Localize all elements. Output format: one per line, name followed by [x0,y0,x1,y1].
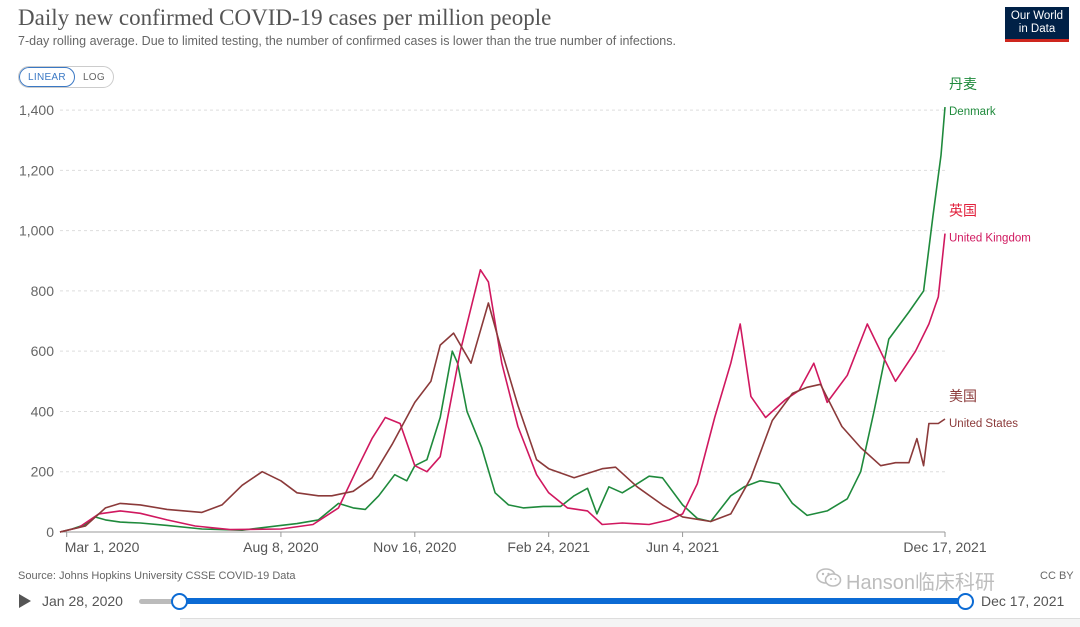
series-layer [59,107,946,533]
log-scale-button[interactable]: LOG [82,71,105,83]
chart-subtitle: 7-day rolling average. Due to limited te… [18,34,676,48]
series-end-label: Denmark [949,106,996,118]
timeline-selected-range[interactable] [179,598,965,604]
y-tick-label: 800 [31,283,55,299]
license-label[interactable]: CC BY [1040,570,1074,582]
logo-line-1: Our World [1010,10,1064,22]
x-tick-label: Aug 8, 2020 [243,539,319,555]
grid-layer [60,109,945,473]
watermark-text: Hanson临床科研 [846,572,995,594]
y-tick-label: 400 [31,403,55,419]
y-tick-label: 200 [31,464,55,480]
x-tick-label: Mar 1, 2020 [65,539,140,555]
series-annotation: 英国 [949,203,977,219]
series-end-label: United Kingdom [949,233,1031,245]
series-end-label: United States [949,418,1018,430]
y-tick-label: 1,400 [19,102,54,118]
x-tick-label: Nov 16, 2020 [373,539,456,555]
series-annotation: 美国 [949,388,977,404]
series-line [59,107,946,533]
logo-line-2: in Data [1018,23,1056,35]
x-tick-label: Feb 24, 2021 [507,539,590,555]
wechat-icon [816,567,842,595]
watermark: Hanson临床科研 [816,566,995,595]
timeline-slider: Jan 28, 2020 Dec 17, 2021 [0,586,1080,616]
y-tick-label: 1,200 [19,162,54,178]
source-note: Source: Johns Hopkins University CSSE CO… [18,570,296,582]
play-icon[interactable] [19,594,31,608]
label-layer: Denmark 丹麦 United Kingdom 英国 United States 美国 [949,76,1031,430]
timeline-start-date: Jan 28, 2020 [42,593,123,609]
y-tick-label: 0 [46,524,54,540]
x-tick-label: Dec 17, 2021 [903,539,986,555]
timeline-end-handle[interactable] [957,593,974,610]
owid-logo[interactable]: Our World in Data [1005,7,1069,42]
line-chart: 0 200 400 600 800 1,000 1,200 1,400 Mar 1, 2020 A… [19,76,1031,555]
y-tick-label: 600 [31,343,55,359]
series-line [59,233,946,533]
axis-layer: 0 200 400 600 800 1,000 1,200 1,400 Mar 1, 2020 A… [19,102,987,555]
timeline-track[interactable] [139,599,179,604]
timeline-end-date: Dec 17, 2021 [981,593,1065,609]
bottom-tab-bar [180,618,1080,627]
scale-toggle: LINEAR LOG [18,66,114,88]
series-line [59,302,946,533]
timeline-start-handle[interactable] [171,593,188,610]
y-tick-label: 1,000 [19,223,54,239]
series-annotation: 丹麦 [949,76,977,92]
chart-title: Daily new confirmed COVID-19 cases per m… [18,5,552,30]
linear-scale-button[interactable]: LINEAR [19,67,75,87]
x-tick-label: Jun 4, 2021 [646,539,719,555]
